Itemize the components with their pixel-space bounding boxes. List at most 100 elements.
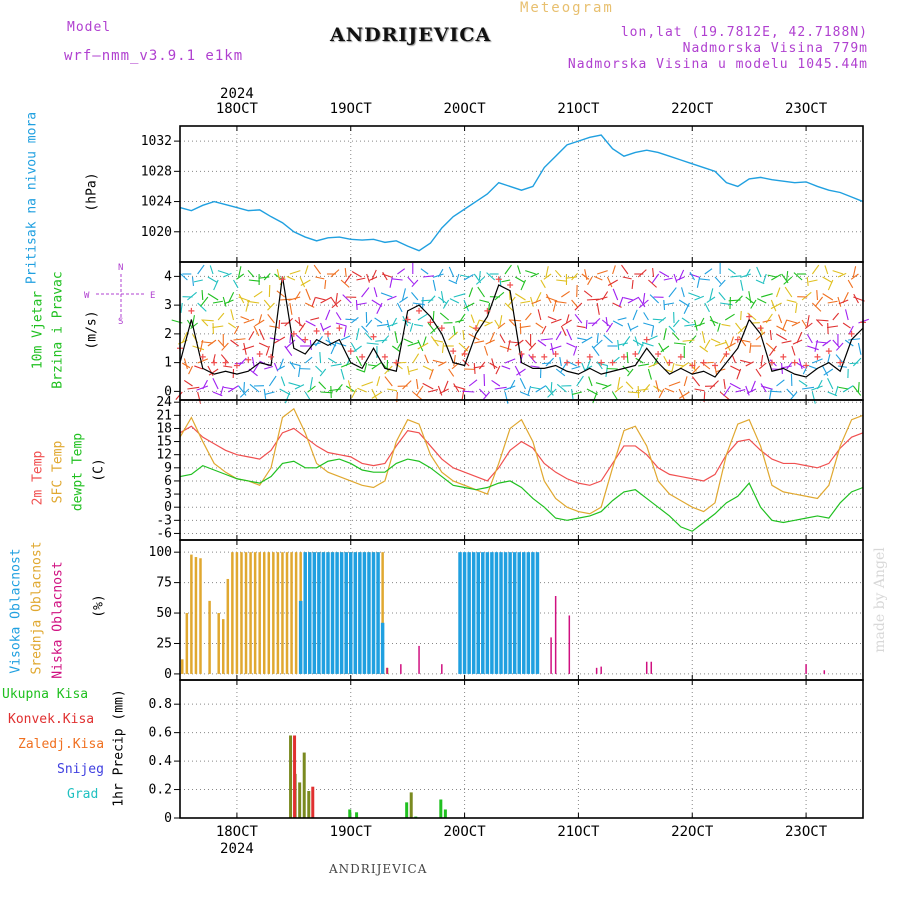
wind-arrow <box>574 302 583 311</box>
wind-arrow <box>566 342 576 348</box>
wind-arrow <box>724 342 736 350</box>
wind-arrow <box>311 296 316 307</box>
wind-arrow <box>439 388 449 394</box>
wind-arrow <box>700 361 711 370</box>
cloud-bar <box>267 552 271 674</box>
wind-gust-marker <box>268 353 275 360</box>
wind-arrow <box>834 385 839 396</box>
wind-arrow <box>307 385 316 393</box>
wind-arrow <box>566 360 577 367</box>
wind-arrow <box>411 291 419 301</box>
wind-arrow <box>849 362 859 365</box>
wind-arrow <box>263 299 272 309</box>
wind-arrow <box>672 332 680 341</box>
wind-arrow <box>678 299 690 307</box>
wind-arrow <box>651 325 655 337</box>
wind-arrow <box>432 359 444 364</box>
wind-arrow <box>494 291 505 301</box>
wind-arrow <box>559 357 562 367</box>
cloud-bar <box>253 552 257 674</box>
wind-arrow <box>393 361 403 370</box>
wind-gust-marker <box>734 336 741 343</box>
cloud-bar <box>358 552 362 674</box>
cloud-bar <box>181 659 184 674</box>
wind-arrow <box>253 325 260 337</box>
wind-arrow <box>417 313 428 321</box>
elevation-label: Nadmorska Visina 779m <box>682 41 868 56</box>
wind-arrow <box>268 375 277 387</box>
wind-arrow <box>683 376 688 387</box>
wind-arrow <box>822 293 834 301</box>
temperature-ytick-label: 3 <box>164 487 172 502</box>
wind-arrow <box>484 321 493 327</box>
wind-arrow <box>427 295 436 304</box>
wind-arrow <box>621 264 629 275</box>
wind-arrow <box>683 302 690 315</box>
wind-arrow <box>780 365 792 369</box>
meteogram-label: Meteogram <box>520 0 614 16</box>
wind-legend-n: N <box>118 263 123 273</box>
cloud-bar <box>344 552 348 674</box>
wind-arrow <box>672 319 680 328</box>
wind-gust-marker <box>814 353 821 360</box>
wind-arrow <box>710 338 721 344</box>
wind-arrow <box>230 309 235 321</box>
wind-arrow <box>356 302 367 306</box>
cloud-bar <box>535 552 540 674</box>
wind-arrow <box>698 278 710 281</box>
cloud-bar <box>508 552 512 674</box>
wind-gust-marker <box>791 359 798 366</box>
wind-gust-marker <box>848 330 855 337</box>
year-label-bottom: 2024 <box>220 841 254 857</box>
wind-arrow <box>473 365 485 369</box>
wind-arrow <box>560 325 567 337</box>
cloud-bar <box>531 552 535 674</box>
wind-arrow <box>748 291 752 304</box>
wind-arrow <box>757 298 767 304</box>
wind-arrow <box>207 293 219 301</box>
wind-arrow <box>545 385 554 396</box>
wind-arrow <box>709 319 719 324</box>
wind-gust-marker <box>803 362 810 369</box>
wind-arrow <box>681 317 690 324</box>
footer-station: ANDRIJEVICA <box>329 862 428 876</box>
wind-arrow <box>313 264 322 275</box>
wind-arrow <box>384 376 393 387</box>
wind-arrow <box>463 302 475 310</box>
wind-arrow <box>438 296 447 304</box>
cloud-bar <box>272 552 275 674</box>
wind-arrow <box>815 319 823 327</box>
wind-arrow <box>473 362 476 375</box>
pressure-ytick-label: 1028 <box>141 164 172 179</box>
wind-compass-icon <box>96 274 146 320</box>
wind-gust-marker <box>188 307 195 314</box>
wind-arrow <box>714 341 727 347</box>
wind-arrow <box>750 380 756 393</box>
precip-frame <box>179 679 864 819</box>
wind-arrow <box>207 276 218 283</box>
wind-arrow <box>673 273 678 283</box>
wind-arrow <box>718 291 726 301</box>
cloud-bar <box>321 552 326 674</box>
wind-arrow <box>704 339 711 349</box>
wind-arrow <box>212 354 216 364</box>
wind-arrow <box>581 273 590 280</box>
wind-arrow <box>325 339 337 347</box>
wind-arrow <box>724 313 735 321</box>
wind-arrow <box>638 299 649 309</box>
wind-arrow <box>212 377 219 390</box>
wind-arrow <box>822 276 833 283</box>
wind-arrow <box>612 265 616 275</box>
cloud-bar <box>208 600 211 674</box>
cloud-bar <box>471 552 476 674</box>
wind-gust-marker <box>507 282 514 288</box>
wind-gust-marker <box>347 348 354 355</box>
wind-arrow <box>731 354 737 364</box>
wind-arrow <box>556 279 568 282</box>
wind-arrow <box>421 299 434 302</box>
precip-ytick-label: 0.4 <box>149 754 173 769</box>
wind-arrow <box>592 391 598 404</box>
wind-arrow <box>209 265 214 275</box>
model-label: Model <box>67 20 112 35</box>
